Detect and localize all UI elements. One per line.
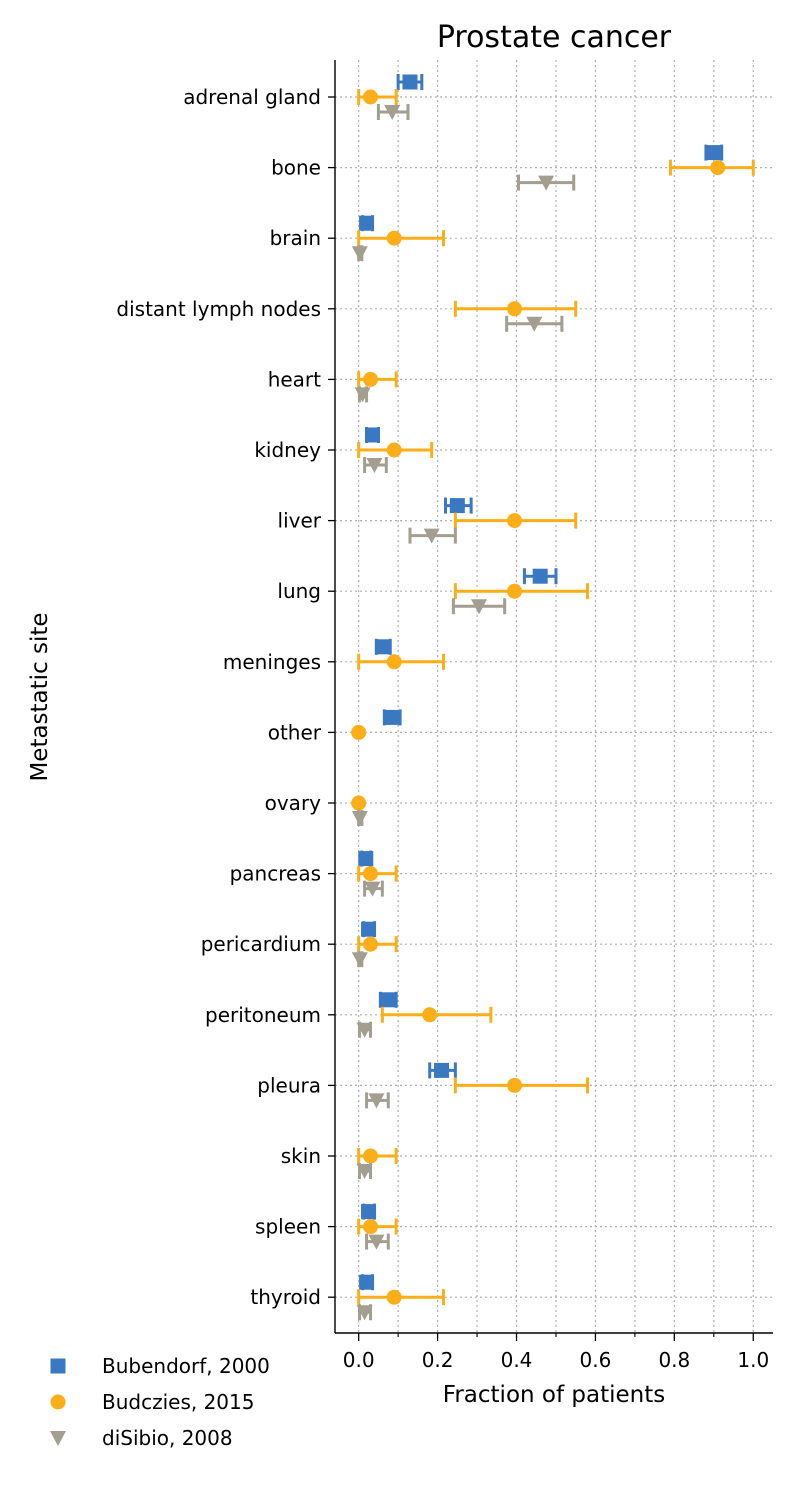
legend-marker <box>50 1431 66 1446</box>
data-point <box>471 599 488 615</box>
legend-entry: Bubendorf, 2000 <box>102 1354 270 1378</box>
data-point <box>384 105 401 120</box>
y-tick-label: distant lymph nodes <box>116 297 321 321</box>
data-point <box>368 1234 385 1250</box>
legend-entry: diSibio, 2008 <box>102 1426 233 1450</box>
y-tick-label: pancreas <box>230 862 321 886</box>
x-tick-label: 0.0 <box>343 1348 375 1372</box>
data-point <box>364 881 381 897</box>
y-tick-label: spleen <box>255 1215 321 1239</box>
y-tick-label: liver <box>278 509 322 533</box>
data-point <box>386 654 402 670</box>
series-0 <box>358 74 724 1291</box>
data-point <box>356 1022 373 1038</box>
y-tick-label: lung <box>277 579 321 603</box>
grid-lines <box>335 60 773 1333</box>
y-tick-label: pericardium <box>201 932 321 956</box>
axes-spines <box>334 60 773 1334</box>
data-point <box>368 1093 385 1109</box>
data-point <box>356 1164 373 1179</box>
data-point <box>363 1219 379 1235</box>
y-tick-label: ovary <box>265 791 322 815</box>
legend-marker <box>50 1358 66 1374</box>
data-point <box>449 498 465 514</box>
data-point <box>351 246 368 262</box>
data-point <box>422 1007 438 1023</box>
data-point <box>507 513 523 529</box>
legend: Bubendorf, 2000 Budczies, 2015 diSibio, 20… <box>50 1354 270 1450</box>
data-point <box>386 442 402 458</box>
data-point <box>363 371 379 387</box>
x-tick-label: 0.2 <box>422 1348 454 1372</box>
y-tick-label: meninges <box>223 650 321 674</box>
data-point <box>526 316 543 332</box>
y-tick-label: brain <box>270 226 321 250</box>
data-point <box>351 952 368 968</box>
data-point <box>538 175 555 191</box>
y-tick-label: peritoneum <box>205 1003 321 1027</box>
data-point <box>361 1204 377 1220</box>
x-tick-label: 0.4 <box>501 1348 533 1372</box>
y-axis-ticks: adrenal gland bone brain distant lymph node… <box>116 85 335 1309</box>
data-point <box>366 458 383 473</box>
data-point <box>363 89 379 105</box>
y-tick-label: bone <box>271 156 321 180</box>
legend-entry: Budczies, 2015 <box>102 1390 254 1414</box>
data-point <box>507 301 523 317</box>
y-tick-label: thyroid <box>250 1285 321 1309</box>
data-point <box>351 724 367 740</box>
data-point <box>386 230 402 246</box>
data-point <box>384 709 400 725</box>
data-point <box>361 921 377 937</box>
data-point <box>374 639 390 655</box>
data-point <box>351 811 368 826</box>
x-tick-label: 0.6 <box>580 1348 612 1372</box>
x-tick-label: 1.0 <box>737 1348 769 1372</box>
data-point <box>386 1289 402 1305</box>
data-point <box>507 1077 523 1093</box>
y-axis-label: Metastatic site <box>27 612 53 781</box>
x-axis-ticks: 0.0 0.2 0.4 0.6 0.8 1.0 <box>343 1333 769 1372</box>
data-point <box>359 1274 375 1290</box>
data-point <box>532 568 548 584</box>
data-point <box>358 851 374 867</box>
data-marks <box>351 74 755 1321</box>
data-point <box>363 1148 379 1164</box>
series-2 <box>351 104 576 1321</box>
chart-title: Prostate cancer <box>437 20 672 55</box>
series-1 <box>351 89 755 1306</box>
data-point <box>351 795 367 811</box>
data-point <box>354 387 371 403</box>
data-point <box>402 74 418 90</box>
data-point <box>507 583 523 599</box>
x-axis-label: Fraction of patients <box>443 1382 665 1408</box>
data-point <box>706 145 722 161</box>
data-point <box>356 1305 373 1321</box>
data-point <box>380 992 396 1008</box>
data-point <box>363 866 379 882</box>
x-tick-label: 0.8 <box>658 1348 690 1372</box>
data-point <box>710 160 726 176</box>
data-point <box>363 936 379 952</box>
data-point <box>359 215 375 231</box>
data-point <box>423 528 440 544</box>
y-tick-label: pleura <box>257 1073 321 1097</box>
y-tick-label: heart <box>268 367 321 391</box>
data-point <box>434 1062 450 1078</box>
data-point <box>364 427 380 443</box>
y-tick-label: other <box>268 720 322 744</box>
y-tick-label: skin <box>281 1144 321 1168</box>
y-tick-label: adrenal gland <box>183 85 321 109</box>
y-tick-label: kidney <box>254 438 321 462</box>
legend-marker <box>50 1394 66 1410</box>
